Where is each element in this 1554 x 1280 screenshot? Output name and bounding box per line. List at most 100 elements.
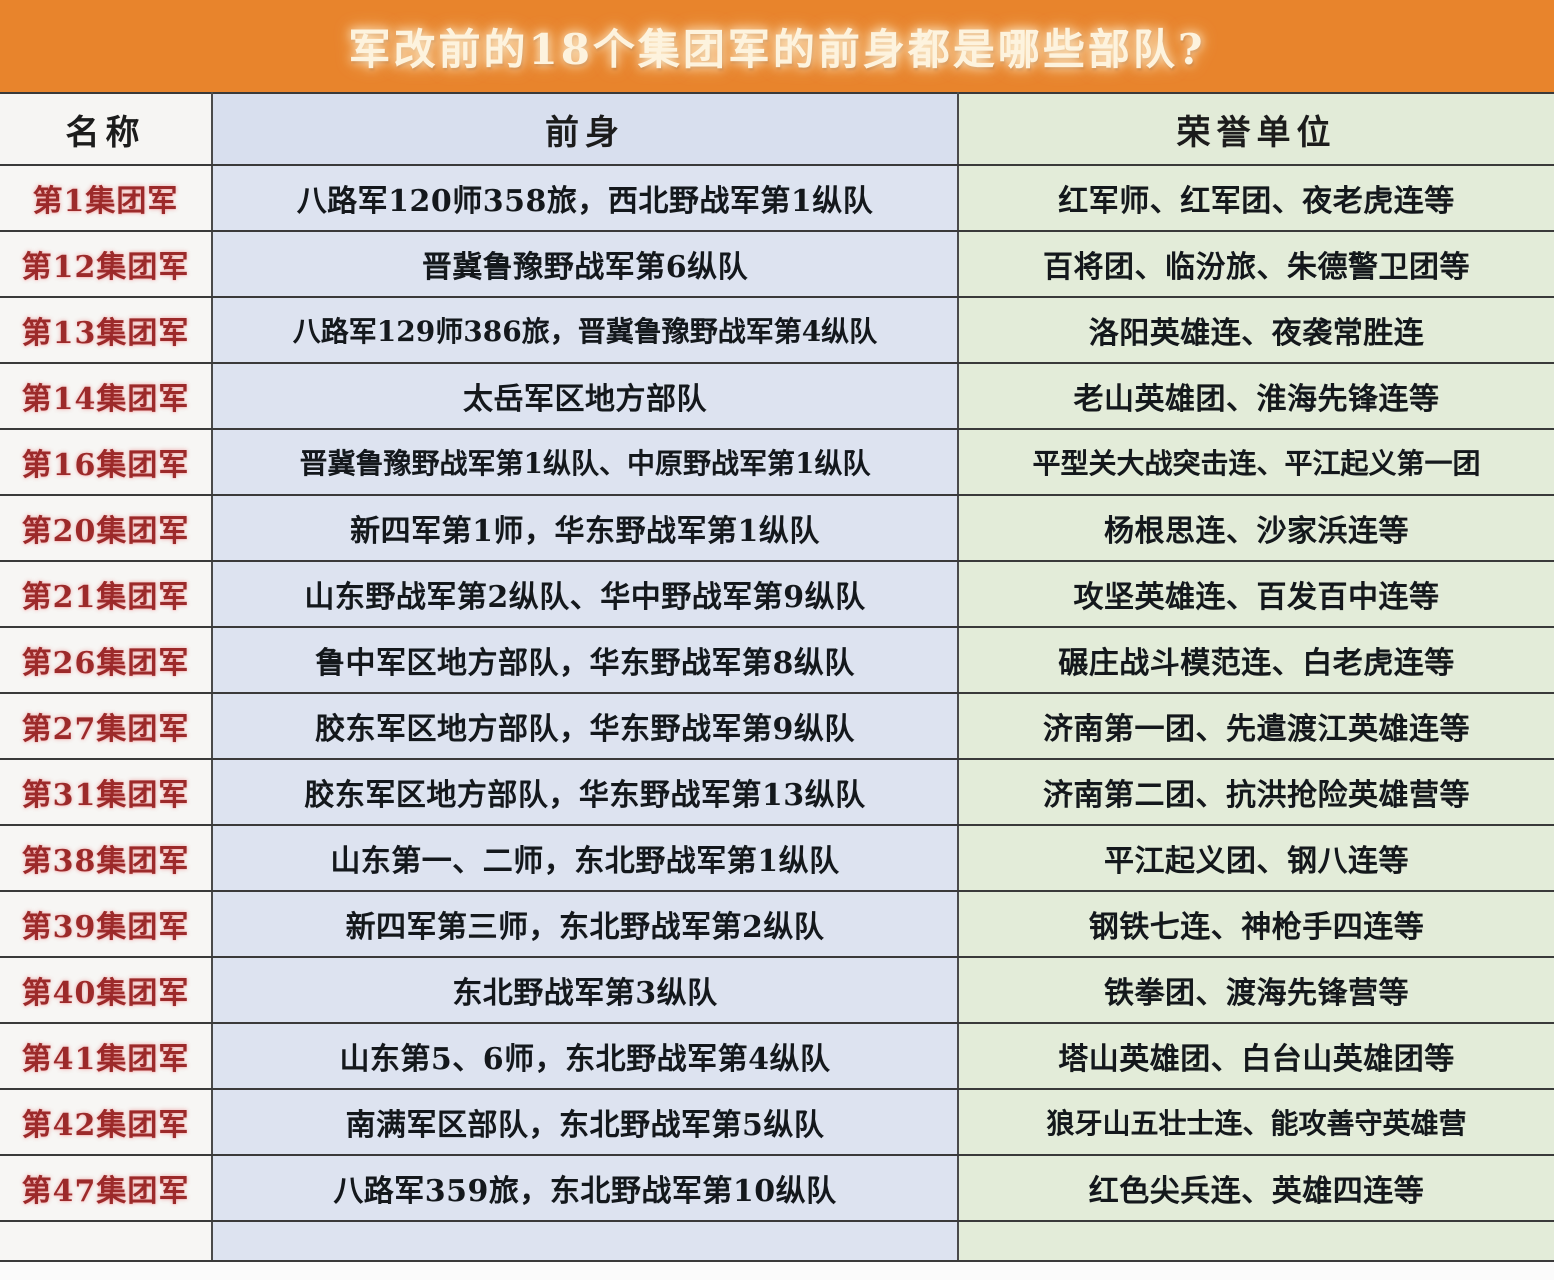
row-honor-cell: 济南第二团、抗洪抢险英雄营等 [958, 758, 1554, 826]
row-name-cell: 第27集团军 [0, 692, 213, 760]
row-honor-cell: 狼牙山五壮士连、能攻善守英雄营 [958, 1088, 1554, 1156]
honor-text: 平江起义团、钢八连等 [1104, 844, 1409, 879]
unit-name: 第41集团军 [21, 1042, 190, 1077]
table-row: 第12集团军 晋冀鲁豫野战军第6纵队 百将团、临汾旅、朱德警卫团等 [0, 230, 1554, 298]
origin-text: 新四军第三师，东北野战军第2纵队 [345, 910, 825, 945]
origin-text: 南满军区部队，东北野战军第5纵队 [345, 1108, 825, 1143]
table-row: 第31集团军 胶东军区地方部队，华东野战军第13纵队 济南第二团、抗洪抢险英雄营… [0, 758, 1554, 826]
origin-text: 太岳军区地方部队 [463, 382, 707, 417]
honor-text: 攻坚英雄连、百发百中连等 [1073, 580, 1440, 615]
honor-text: 钢铁七连、神枪手四连等 [1088, 910, 1425, 945]
row-name-cell: 第40集团军 [0, 956, 213, 1024]
row-name-cell: 第47集团军 [0, 1154, 213, 1222]
row-origin-cell: 八路军120师358旅，西北野战军第1纵队 [212, 164, 959, 232]
row-origin-cell: 太岳军区地方部队 [212, 362, 959, 430]
column-header-honor: 荣誉单位 [958, 92, 1554, 166]
table-row: 第13集团军 八路军129师386旅，晋冀鲁豫野战军第4纵队 洛阳英雄连、夜袭常… [0, 296, 1554, 364]
row-honor-cell: 百将团、临汾旅、朱德警卫团等 [958, 230, 1554, 298]
table-row: 第38集团军 山东第一、二师，东北野战军第1纵队 平江起义团、钢八连等 [0, 824, 1554, 892]
table-row: 第40集团军 东北野战军第3纵队 铁拳团、渡海先锋营等 [0, 956, 1554, 1024]
unit-name: 第31集团军 [21, 778, 190, 813]
table-row: 第26集团军 鲁中军区地方部队，华东野战军第8纵队 碾庄战斗模范连、白老虎连等 [0, 626, 1554, 694]
honor-text: 百将团、临汾旅、朱德警卫团等 [1043, 250, 1470, 285]
row-origin-cell: 晋冀鲁豫野战军第6纵队 [212, 230, 959, 298]
row-name-cell: 第20集团军 [0, 494, 213, 562]
unit-name: 第13集团军 [21, 316, 190, 351]
origin-text: 新四军第1师，华东野战军第1纵队 [350, 514, 820, 549]
table-row: 第41集团军 山东第5、6师，东北野战军第4纵队 塔山英雄团、白台山英雄团等 [0, 1022, 1554, 1090]
row-origin-cell: 八路军359旅，东北野战军第10纵队 [212, 1154, 959, 1222]
row-origin-cell: 新四军第1师，华东野战军第1纵队 [212, 494, 959, 562]
unit-name: 第47集团军 [21, 1174, 190, 1209]
row-honor-cell: 老山英雄团、淮海先锋连等 [958, 362, 1554, 430]
row-honor-cell: 济南第一团、先遣渡江英雄连等 [958, 692, 1554, 760]
row-name-cell: 第21集团军 [0, 560, 213, 628]
row-honor-cell: 红军师、红军团、夜老虎连等 [958, 164, 1554, 232]
row-origin-cell: 胶东军区地方部队，华东野战军第9纵队 [212, 692, 959, 760]
row-origin-cell: 胶东军区地方部队，华东野战军第13纵队 [212, 758, 959, 826]
row-name-cell: 第42集团军 [0, 1088, 213, 1156]
row-origin-cell: 南满军区部队，东北野战军第5纵队 [212, 1088, 959, 1156]
row-honor-cell [958, 1220, 1554, 1262]
table-row: 第14集团军 太岳军区地方部队 老山英雄团、淮海先锋连等 [0, 362, 1554, 430]
unit-name: 第20集团军 [21, 514, 190, 549]
table-row: 第27集团军 胶东军区地方部队，华东野战军第9纵队 济南第一团、先遣渡江英雄连等 [0, 692, 1554, 760]
honor-text: 狼牙山五壮士连、能攻善守英雄营 [1046, 1107, 1467, 1140]
table-row: 第20集团军 新四军第1师，华东野战军第1纵队 杨根思连、沙家浜连等 [0, 494, 1554, 562]
row-name-cell: 第26集团军 [0, 626, 213, 694]
column-header-name: 名称 [0, 92, 213, 166]
row-honor-cell: 平江起义团、钢八连等 [958, 824, 1554, 892]
header-row: 名称 前身 荣誉单位 [0, 92, 1554, 166]
row-honor-cell: 红色尖兵连、英雄四连等 [958, 1154, 1554, 1222]
row-name-cell: 第31集团军 [0, 758, 213, 826]
row-honor-cell: 平型关大战突击连、平江起义第一团 [958, 428, 1554, 496]
row-origin-cell: 新四军第三师，东北野战军第2纵队 [212, 890, 959, 958]
unit-name: 第21集团军 [21, 580, 190, 615]
honor-text: 塔山英雄团、白台山英雄团等 [1058, 1042, 1455, 1077]
row-origin-cell: 鲁中军区地方部队，华东野战军第8纵队 [212, 626, 959, 694]
row-honor-cell: 洛阳英雄连、夜袭常胜连 [958, 296, 1554, 364]
origin-text: 八路军120师358旅，西北野战军第1纵队 [296, 184, 874, 219]
column-header-origin: 前身 [212, 92, 959, 166]
unit-name: 第38集团军 [21, 844, 190, 879]
table-row: 第1集团军 八路军120师358旅，西北野战军第1纵队 红军师、红军团、夜老虎连… [0, 164, 1554, 232]
column-header-name-label: 名称 [65, 112, 146, 153]
page-title: 军改前的18个集团军的前身都是哪些部队? [348, 24, 1206, 74]
origin-text: 晋冀鲁豫野战军第6纵队 [421, 250, 749, 285]
unit-name: 第16集团军 [21, 448, 190, 483]
column-header-origin-label: 前身 [545, 112, 625, 153]
origin-text: 东北野战军第3纵队 [452, 976, 718, 1011]
column-header-honor-label: 荣誉单位 [1176, 112, 1337, 153]
honor-text: 济南第二团、抗洪抢险英雄营等 [1043, 778, 1470, 813]
origin-text: 八路军359旅，东北野战军第10纵队 [333, 1174, 837, 1209]
origin-text: 八路军129师386旅，晋冀鲁豫野战军第4纵队 [292, 315, 878, 348]
unit-name: 第27集团军 [21, 712, 190, 747]
row-origin-cell: 山东第5、6师，东北野战军第4纵队 [212, 1022, 959, 1090]
row-name-cell: 第39集团军 [0, 890, 213, 958]
row-origin-cell: 东北野战军第3纵队 [212, 956, 959, 1024]
row-honor-cell: 攻坚英雄连、百发百中连等 [958, 560, 1554, 628]
table-row-clipped [0, 1220, 1554, 1262]
unit-name: 第39集团军 [21, 910, 190, 945]
honor-text: 铁拳团、渡海先锋营等 [1104, 976, 1409, 1011]
row-origin-cell: 山东第一、二师，东北野战军第1纵队 [212, 824, 959, 892]
honor-text: 老山英雄团、淮海先锋连等 [1073, 382, 1440, 417]
row-name-cell: 第14集团军 [0, 362, 213, 430]
row-origin-cell: 晋冀鲁豫野战军第1纵队、中原野战军第1纵队 [212, 428, 959, 496]
table-row: 第47集团军 八路军359旅，东北野战军第10纵队 红色尖兵连、英雄四连等 [0, 1154, 1554, 1222]
origin-text: 山东野战军第2纵队、华中野战军第9纵队 [304, 580, 866, 615]
origin-text: 山东第一、二师，东北野战军第1纵队 [330, 844, 840, 879]
honor-text: 洛阳英雄连、夜袭常胜连 [1088, 316, 1425, 351]
row-name-cell: 第12集团军 [0, 230, 213, 298]
row-name-cell: 第38集团军 [0, 824, 213, 892]
row-origin-cell: 山东野战军第2纵队、华中野战军第9纵队 [212, 560, 959, 628]
unit-name: 第42集团军 [21, 1108, 190, 1143]
army-lineage-table: 名称 前身 荣誉单位 第1集团军 八路军120师358旅，西北野战军第1纵队 [0, 92, 1554, 1262]
row-name-cell: 第1集团军 [0, 164, 213, 232]
honor-text: 平型关大战突击连、平江起义第一团 [1032, 447, 1481, 480]
origin-text: 胶东军区地方部队，华东野战军第9纵队 [315, 712, 855, 747]
row-origin-cell: 八路军129师386旅，晋冀鲁豫野战军第4纵队 [212, 296, 959, 364]
row-honor-cell: 钢铁七连、神枪手四连等 [958, 890, 1554, 958]
table-row: 第21集团军 山东野战军第2纵队、华中野战军第9纵队 攻坚英雄连、百发百中连等 [0, 560, 1554, 628]
row-origin-cell [212, 1220, 959, 1262]
